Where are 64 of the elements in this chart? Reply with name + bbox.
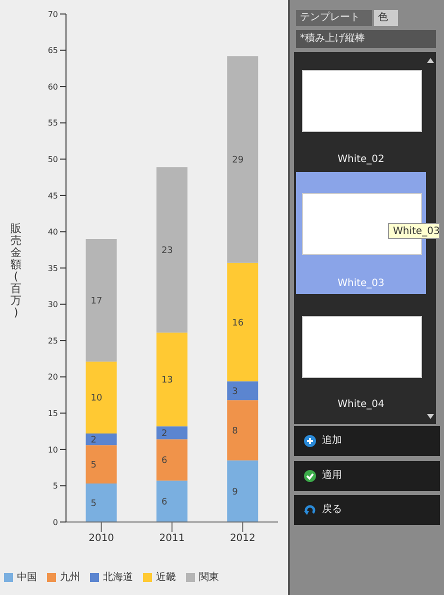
x-tick-label: 2010 <box>88 533 114 544</box>
y-axis-title: 販売金額(百万) <box>10 222 22 319</box>
y-tick-label: 5 <box>52 482 58 491</box>
text: *積み上げ縦棒 <box>296 30 436 48</box>
text: White_03 <box>388 223 440 239</box>
data-label: 6 <box>161 498 168 508</box>
text: 色 <box>374 10 398 26</box>
y-tick-label: 45 <box>48 191 58 200</box>
data-label: 3 <box>232 386 238 397</box>
y-tick-label: 50 <box>48 154 58 164</box>
text: 追加 <box>321 434 343 448</box>
x-tick-label: 2011 <box>159 533 185 544</box>
text: White_02 <box>336 153 386 167</box>
bar <box>227 262 258 382</box>
bar <box>227 381 258 400</box>
bar <box>156 426 188 440</box>
data-label: 5 <box>90 460 97 470</box>
data-label: 2 <box>161 428 168 439</box>
legend-label: 九州 <box>60 572 80 583</box>
bar <box>86 238 117 362</box>
text: 適用 <box>321 468 343 483</box>
data-label: 23 <box>161 246 173 256</box>
y-tick-label: 65 <box>48 46 58 56</box>
bar <box>86 433 117 446</box>
y-tick-label: 20 <box>48 372 58 382</box>
legend-label: 近畿 <box>156 572 176 583</box>
legend-label: 中国 <box>17 572 37 583</box>
data-label: 10 <box>90 394 103 404</box>
bar <box>227 56 258 263</box>
data-label: 8 <box>232 426 238 436</box>
data-label: 6 <box>161 456 168 466</box>
bar <box>156 332 188 426</box>
text: テンプレート <box>296 10 372 26</box>
y-tick-label: 10 <box>48 445 58 454</box>
bar <box>86 484 117 522</box>
bar <box>156 480 188 522</box>
y-tick-label: 15 <box>48 408 58 418</box>
data-label: 5 <box>90 498 97 509</box>
legend-label: 関東 <box>199 572 219 583</box>
bar <box>156 439 188 481</box>
y-tick-label: 60 <box>48 82 58 92</box>
data-label: 29 <box>232 156 244 166</box>
text: White_03 <box>336 277 386 291</box>
text: White_04 <box>336 398 386 412</box>
x-tick-label: 2012 <box>230 533 256 544</box>
y-tick-label: 55 <box>48 118 58 128</box>
y-tick-label: 0 <box>52 518 58 527</box>
y-tick-label: 30 <box>48 300 58 310</box>
bar <box>156 167 188 333</box>
y-tick-label: 35 <box>48 264 58 273</box>
y-tick-label: 40 <box>48 228 58 237</box>
y-tick-label: 70 <box>48 10 58 19</box>
legend-label: 北海道 <box>103 572 133 583</box>
text: 戻る <box>321 502 343 517</box>
bar <box>86 445 117 484</box>
bar <box>227 400 258 460</box>
data-label: 17 <box>90 296 102 306</box>
bar <box>86 362 117 434</box>
y-tick-label: 25 <box>48 336 58 346</box>
data-label: 13 <box>161 376 173 386</box>
bar <box>227 460 258 522</box>
data-label: 16 <box>232 318 244 328</box>
data-label: 2 <box>90 435 97 446</box>
data-label: 9 <box>232 487 238 498</box>
